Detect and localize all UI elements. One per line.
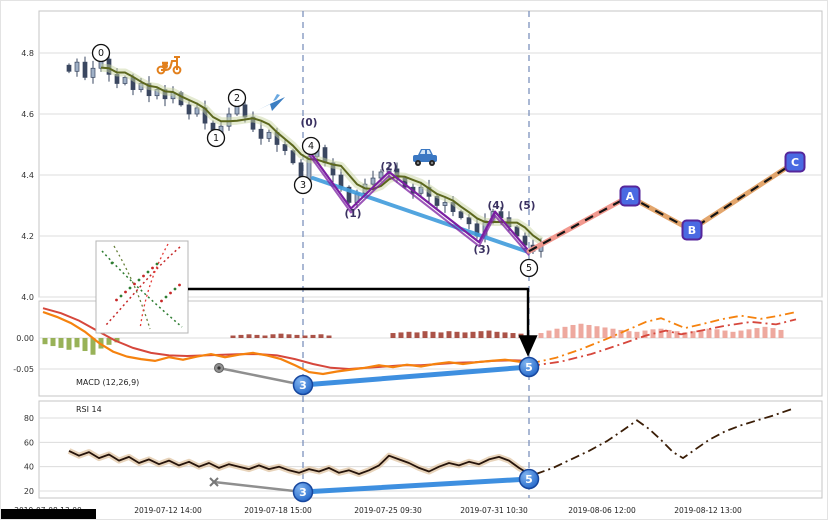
y-axis-tick: 80: [24, 414, 34, 423]
olive-trendline: [100, 66, 542, 242]
svg-text:C: C: [791, 156, 799, 169]
blue-trendline[interactable]: [311, 176, 531, 255]
svg-text:4: 4: [308, 141, 314, 152]
macd-label: MACD (12,26,9): [76, 378, 139, 387]
car-icon: [413, 149, 437, 166]
x-axis-tick: 2019-08-12 13:00: [674, 506, 742, 515]
svg-text:5: 5: [526, 263, 532, 274]
svg-text:3: 3: [300, 180, 306, 191]
wave-circle-1[interactable]: 1: [206, 128, 226, 148]
svg-text:2: 2: [234, 93, 240, 104]
scooter-icon: [156, 56, 182, 75]
rsi-marker-3[interactable]: 3: [292, 481, 314, 503]
y-axis-tick: 4.8: [21, 49, 34, 58]
purple-wave-channel: [308, 154, 530, 256]
y-axis-tick: 4.2: [21, 232, 34, 241]
macd-line: [42, 310, 532, 376]
svg-text:1: 1: [213, 133, 219, 144]
bottom-left-black-bar: [1, 509, 96, 519]
macd-marker-3[interactable]: 3: [292, 374, 314, 396]
wave-subdegree-label: (5): [519, 200, 536, 212]
x-axis-tick: 2019-08-06 12:00: [568, 506, 636, 515]
svg-text:A: A: [626, 190, 635, 203]
rsi-panel: [38, 400, 823, 499]
x-axis-tick: 2019-07-12 14:00: [134, 506, 202, 515]
airplane-icon: [258, 94, 285, 111]
annotation-layer: 3 5 3 5 0 1 2 3 4 5 (0) (1) (2) (3) (4) (5) A B C: [1, 43, 806, 519]
rsi-marker-5[interactable]: 5: [518, 468, 540, 490]
wave-circle-0[interactable]: 0: [91, 43, 111, 63]
wave-letter-C[interactable]: C: [784, 151, 806, 173]
svg-text:3: 3: [299, 486, 307, 499]
macd-panel: [38, 300, 823, 397]
y-axis-tick: 20: [24, 487, 34, 496]
rsi-label: RSI 14: [76, 405, 102, 414]
svg-text:5: 5: [525, 473, 533, 486]
wave-subdegree-label: (4): [488, 200, 505, 212]
y-axis-tick: -0.05: [13, 365, 34, 374]
wave-letter-B[interactable]: B: [681, 219, 703, 241]
x-axis-tick: 2019-07-25 09:30: [354, 506, 422, 515]
wave-subdegree-label: (1): [345, 208, 362, 220]
y-axis-tick: 4.6: [21, 110, 34, 119]
wave-circle-3[interactable]: 3: [293, 175, 313, 195]
x-axis-tick: 2019-07-18 15:00: [244, 506, 312, 515]
wave-letter-A[interactable]: A: [619, 185, 641, 207]
svg-text:3: 3: [299, 379, 307, 392]
y-axis-tick: 40: [24, 463, 34, 472]
y-axis-tick: 4.0: [21, 293, 34, 302]
y-axis-tick: 4.4: [21, 171, 34, 180]
wave-subdegree-label: (0): [301, 117, 318, 129]
svg-text:B: B: [688, 224, 696, 237]
pattern-pointer-arrow: [188, 287, 538, 357]
svg-text:5: 5: [525, 361, 533, 374]
wave-circle-2[interactable]: 2: [227, 88, 247, 108]
wave-circle-5[interactable]: 5: [519, 258, 539, 278]
y-axis-tick: 0.00: [16, 334, 34, 343]
forecast-path: [528, 161, 795, 253]
series-layer: [42, 54, 797, 477]
rsi-line: [68, 450, 530, 475]
wave-subdegree-label: (3): [474, 244, 491, 256]
y-axis-tick: 60: [24, 438, 34, 447]
wave-subdegree-label: (2): [381, 161, 398, 173]
inset-thumbnail[interactable]: [95, 240, 189, 334]
x-axis-tick: 2019-07-31 10:30: [460, 506, 528, 515]
svg-text:0: 0: [98, 48, 104, 59]
macd-marker-5[interactable]: 5: [518, 356, 540, 378]
wave-circle-4[interactable]: 4: [301, 136, 321, 156]
